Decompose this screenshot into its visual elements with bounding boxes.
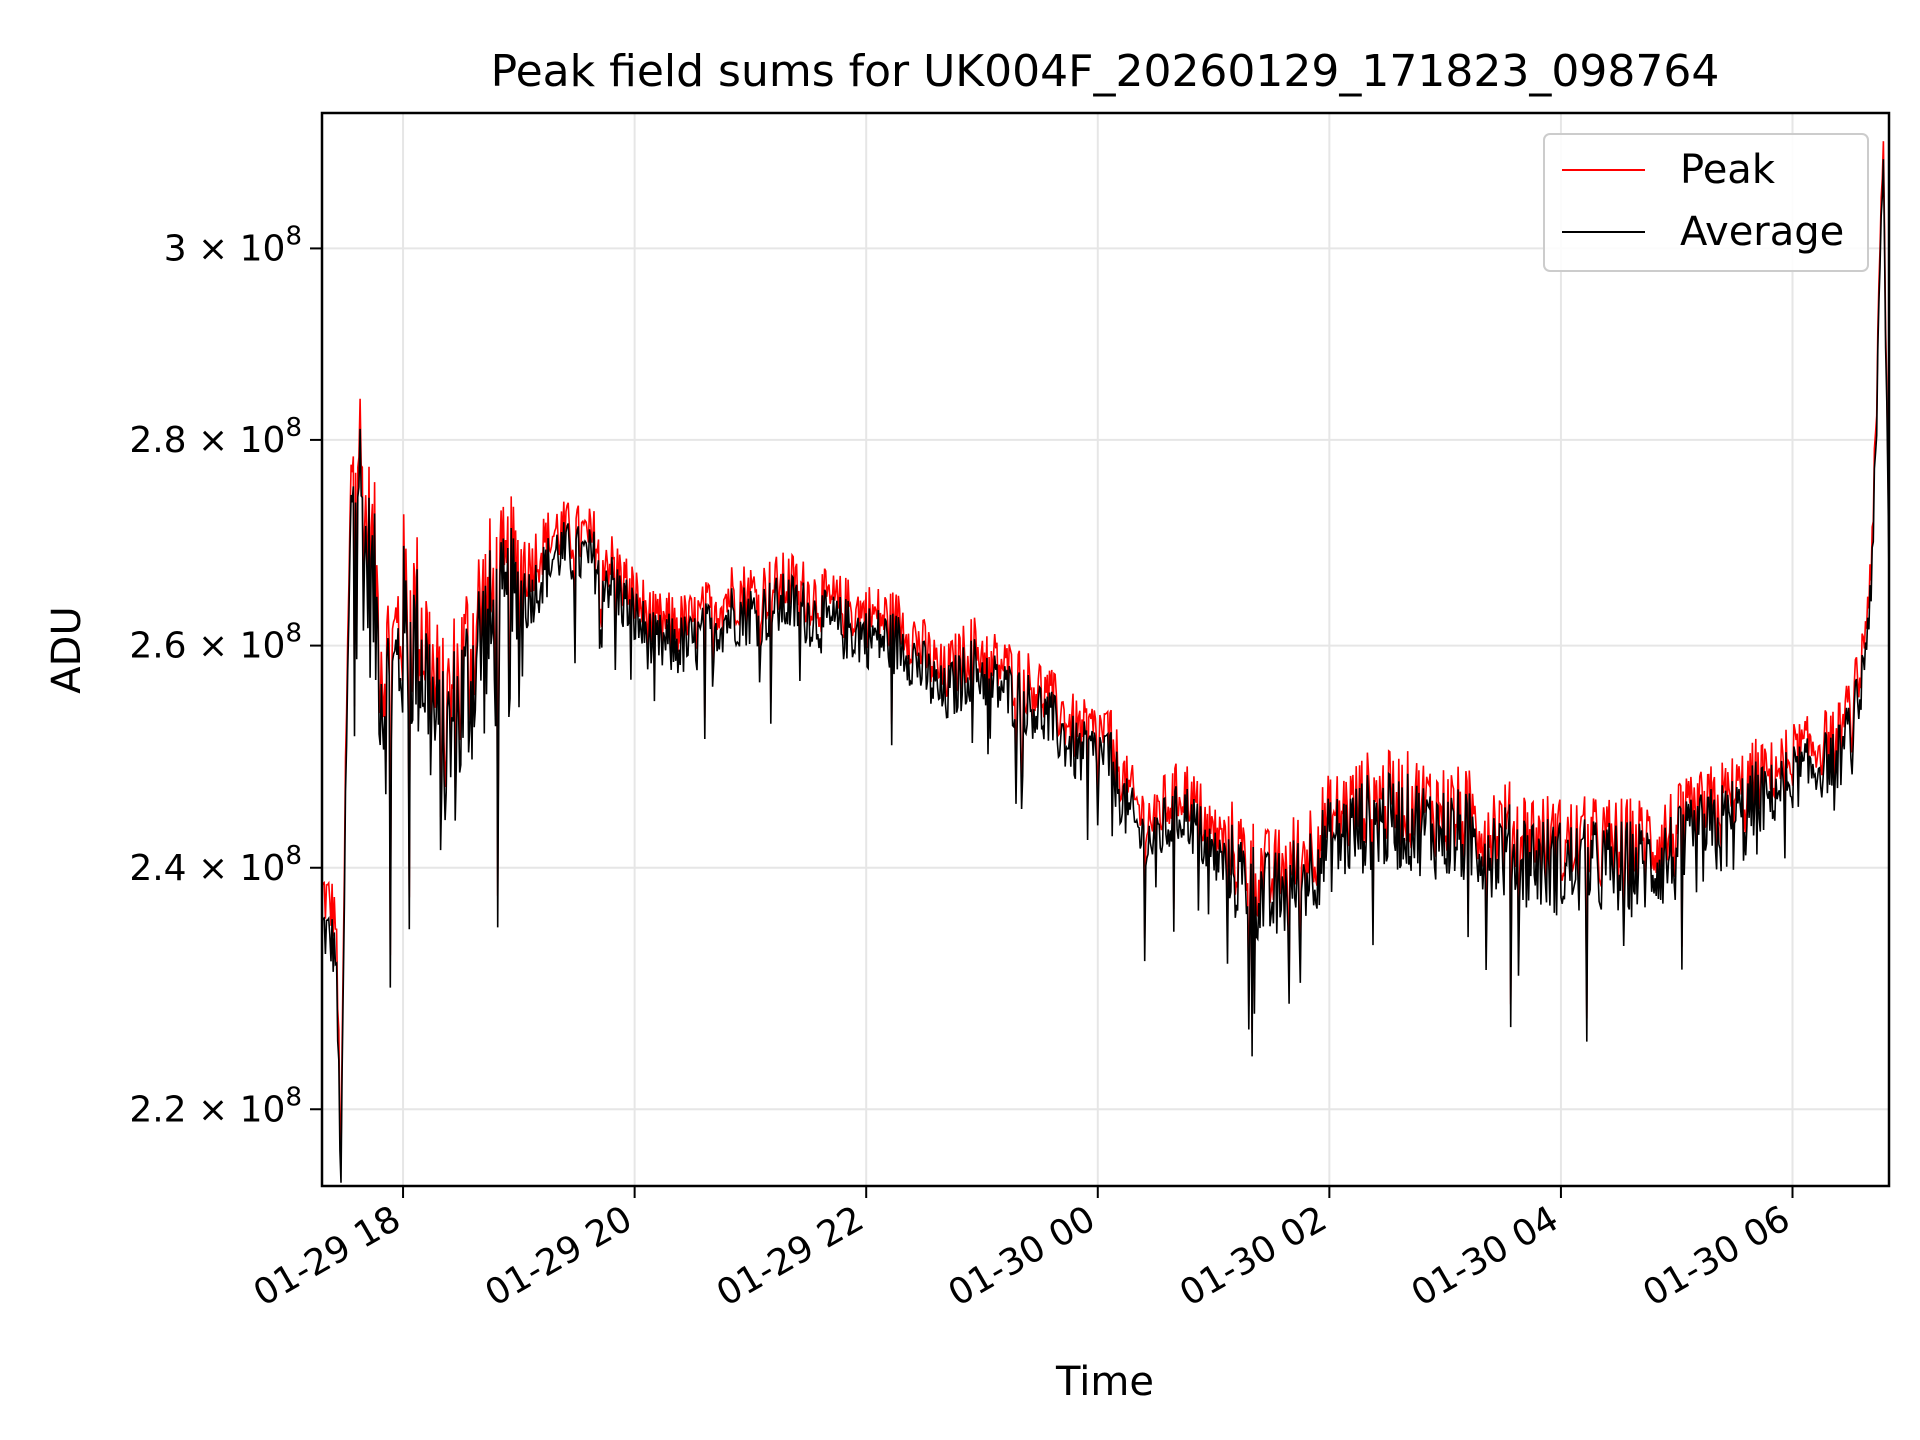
legend-label-average: Average xyxy=(1680,209,1844,255)
x-axis-label: Time xyxy=(1055,1359,1154,1405)
y-tick-label: 3 × 108 xyxy=(164,221,302,269)
legend: Peak Average xyxy=(1543,133,1869,272)
x-tick-label: 01-29 18 xyxy=(247,1198,408,1314)
chart-title: Peak field sums for UK004F_20260129_1718… xyxy=(491,46,1720,97)
legend-label-peak: Peak xyxy=(1680,147,1776,193)
grid xyxy=(322,113,1889,1186)
y-tick-label: 2.2 × 108 xyxy=(129,1082,302,1130)
x-tick-label: 01-30 02 xyxy=(1173,1198,1334,1314)
legend-box xyxy=(1543,133,1869,272)
series-layer xyxy=(322,141,1889,1183)
x-tick-label: 01-30 06 xyxy=(1636,1198,1797,1314)
y-tick-label: 2.6 × 108 xyxy=(129,619,302,667)
y-axis-label: ADU xyxy=(44,606,90,693)
series-line-average xyxy=(322,159,1889,1183)
x-tick-label: 01-30 00 xyxy=(942,1198,1103,1314)
y-tick-label: 2.4 × 108 xyxy=(129,841,302,889)
x-tick-label: 01-29 20 xyxy=(478,1198,639,1314)
y-axis-ticks: 2.2 × 108 2.4 × 108 2.6 × 108 2.8 × 108 3 × … xyxy=(129,221,322,1130)
x-tick-label: 01-29 22 xyxy=(710,1198,871,1314)
y-tick-label: 2.8 × 108 xyxy=(129,413,302,461)
x-axis-ticks: 01-29 18 01-29 20 01-29 22 01-30 00 01-30 02… xyxy=(247,1186,1797,1315)
plot-frame xyxy=(320,111,1891,1188)
series-line-peak xyxy=(322,141,1889,1157)
x-tick-label: 01-30 04 xyxy=(1405,1198,1566,1314)
